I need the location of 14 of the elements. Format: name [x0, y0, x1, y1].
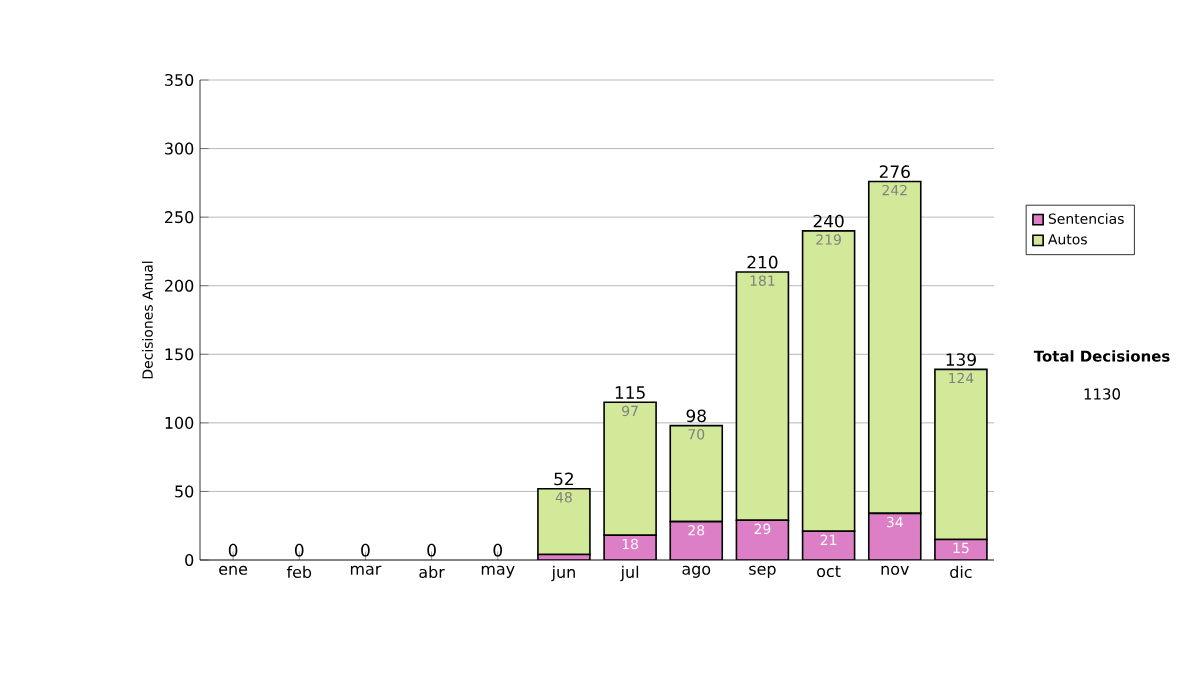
total-label: 276: [879, 165, 910, 179]
total-label: 240: [813, 214, 844, 228]
bar: [867, 512, 922, 560]
total-label: 0: [361, 543, 370, 557]
total-label: 52: [554, 472, 574, 486]
total-label: 98: [686, 409, 706, 423]
total-label: 210: [747, 255, 778, 269]
total-label: 0: [294, 543, 304, 557]
total-label: 139: [946, 353, 976, 366]
total-label: 0: [427, 543, 436, 557]
total-label: 0: [228, 543, 238, 557]
total-label: 115: [615, 386, 645, 399]
bar: [735, 519, 790, 560]
total-label: 0: [493, 543, 503, 557]
